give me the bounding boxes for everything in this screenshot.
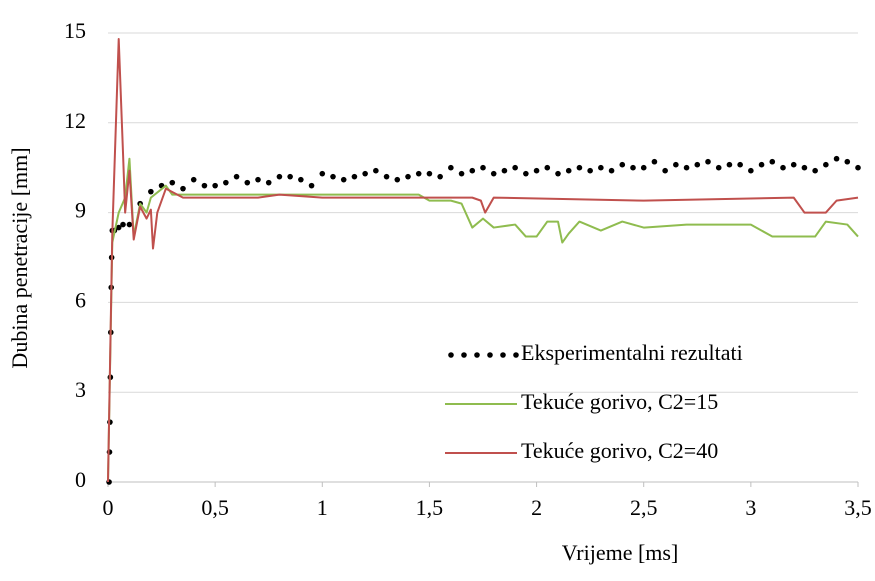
data-point <box>362 170 368 177</box>
y-tick-label: 15 <box>64 18 86 43</box>
legend-swatch <box>500 352 506 358</box>
data-point <box>120 221 126 228</box>
legend-swatch <box>461 352 467 358</box>
data-point <box>244 179 251 186</box>
data-point <box>726 161 733 168</box>
data-point <box>190 176 197 183</box>
data-point <box>340 176 347 183</box>
data-point <box>523 170 529 177</box>
data-point <box>801 164 808 171</box>
data-point <box>651 158 658 165</box>
data-point <box>148 188 154 195</box>
data-point <box>790 161 797 168</box>
legend-swatch <box>513 352 519 358</box>
data-point <box>480 164 486 171</box>
data-point <box>319 170 326 177</box>
data-point <box>758 161 765 168</box>
data-point <box>212 182 218 189</box>
data-point <box>255 176 261 183</box>
data-point <box>265 179 272 186</box>
data-point <box>501 167 508 174</box>
y-tick-label: 3 <box>75 377 86 402</box>
data-line <box>107 157 859 483</box>
legend-swatch <box>474 352 480 358</box>
data-point <box>169 179 176 186</box>
data-point <box>812 167 818 174</box>
legend-label: Tekuće gorivo, C2=40 <box>521 438 718 463</box>
data-point <box>490 170 497 177</box>
data-point <box>287 173 293 180</box>
y-axis-label: Dubina penetracije [mm] <box>7 147 32 368</box>
y-tick-label: 6 <box>75 287 86 312</box>
data-point <box>512 164 518 171</box>
data-point <box>394 176 401 183</box>
data-point <box>308 182 315 189</box>
data-point <box>115 224 122 231</box>
data-point <box>544 164 551 171</box>
data-point <box>737 161 743 168</box>
data-point <box>383 173 390 180</box>
data-point <box>276 173 283 180</box>
data-point <box>458 170 465 177</box>
data-point <box>415 170 422 177</box>
data-point <box>469 167 476 174</box>
x-tick-label: 2 <box>531 495 542 520</box>
data-point <box>769 158 776 165</box>
data-point <box>662 167 668 174</box>
legend-swatch <box>487 352 493 358</box>
data-point <box>448 164 454 171</box>
data-point <box>426 170 433 177</box>
data-point <box>533 167 540 174</box>
data-point <box>705 158 711 165</box>
data-point <box>223 179 229 186</box>
data-point <box>694 161 701 168</box>
data-point <box>298 176 304 183</box>
data-point <box>608 167 615 174</box>
data-point <box>683 164 690 171</box>
data-point <box>576 164 583 171</box>
data-point <box>619 161 626 168</box>
data-point <box>437 173 443 180</box>
data-point <box>673 161 679 168</box>
y-tick-label: 12 <box>64 108 86 133</box>
data-point <box>748 167 754 174</box>
legend-swatch <box>448 352 454 358</box>
x-axis-label: Vrijeme [ms] <box>562 540 679 565</box>
x-tick-label: 0,5 <box>201 495 229 520</box>
data-point <box>373 167 379 174</box>
data-line <box>107 37 859 483</box>
y-tick-label: 0 <box>75 467 86 492</box>
x-tick-label: 0 <box>103 495 114 520</box>
data-point <box>823 161 829 168</box>
data-point <box>180 185 186 192</box>
legend-label: Eksperimentalni rezultati <box>521 340 743 365</box>
data-point <box>565 167 572 174</box>
data-point <box>587 167 593 174</box>
data-point <box>555 170 561 177</box>
data-point <box>630 164 636 171</box>
x-tick-label: 1,5 <box>416 495 444 520</box>
data-point <box>201 182 208 189</box>
data-point <box>126 221 133 228</box>
data-point <box>844 158 851 165</box>
data-point <box>715 164 722 171</box>
x-tick-label: 1 <box>317 495 328 520</box>
data-point <box>640 164 647 171</box>
legend-label: Tekuće gorivo, C2=15 <box>521 389 718 414</box>
x-tick-label: 3,5 <box>844 495 872 520</box>
data-point <box>233 173 240 180</box>
data-point <box>351 173 358 180</box>
data-point <box>405 173 411 180</box>
data-point <box>598 164 604 171</box>
data-point <box>330 173 336 180</box>
data-point <box>833 155 840 162</box>
x-tick-label: 3 <box>745 495 756 520</box>
data-point <box>780 164 786 171</box>
data-point <box>855 164 861 171</box>
y-tick-label: 9 <box>75 198 86 223</box>
x-tick-label: 2,5 <box>630 495 658 520</box>
